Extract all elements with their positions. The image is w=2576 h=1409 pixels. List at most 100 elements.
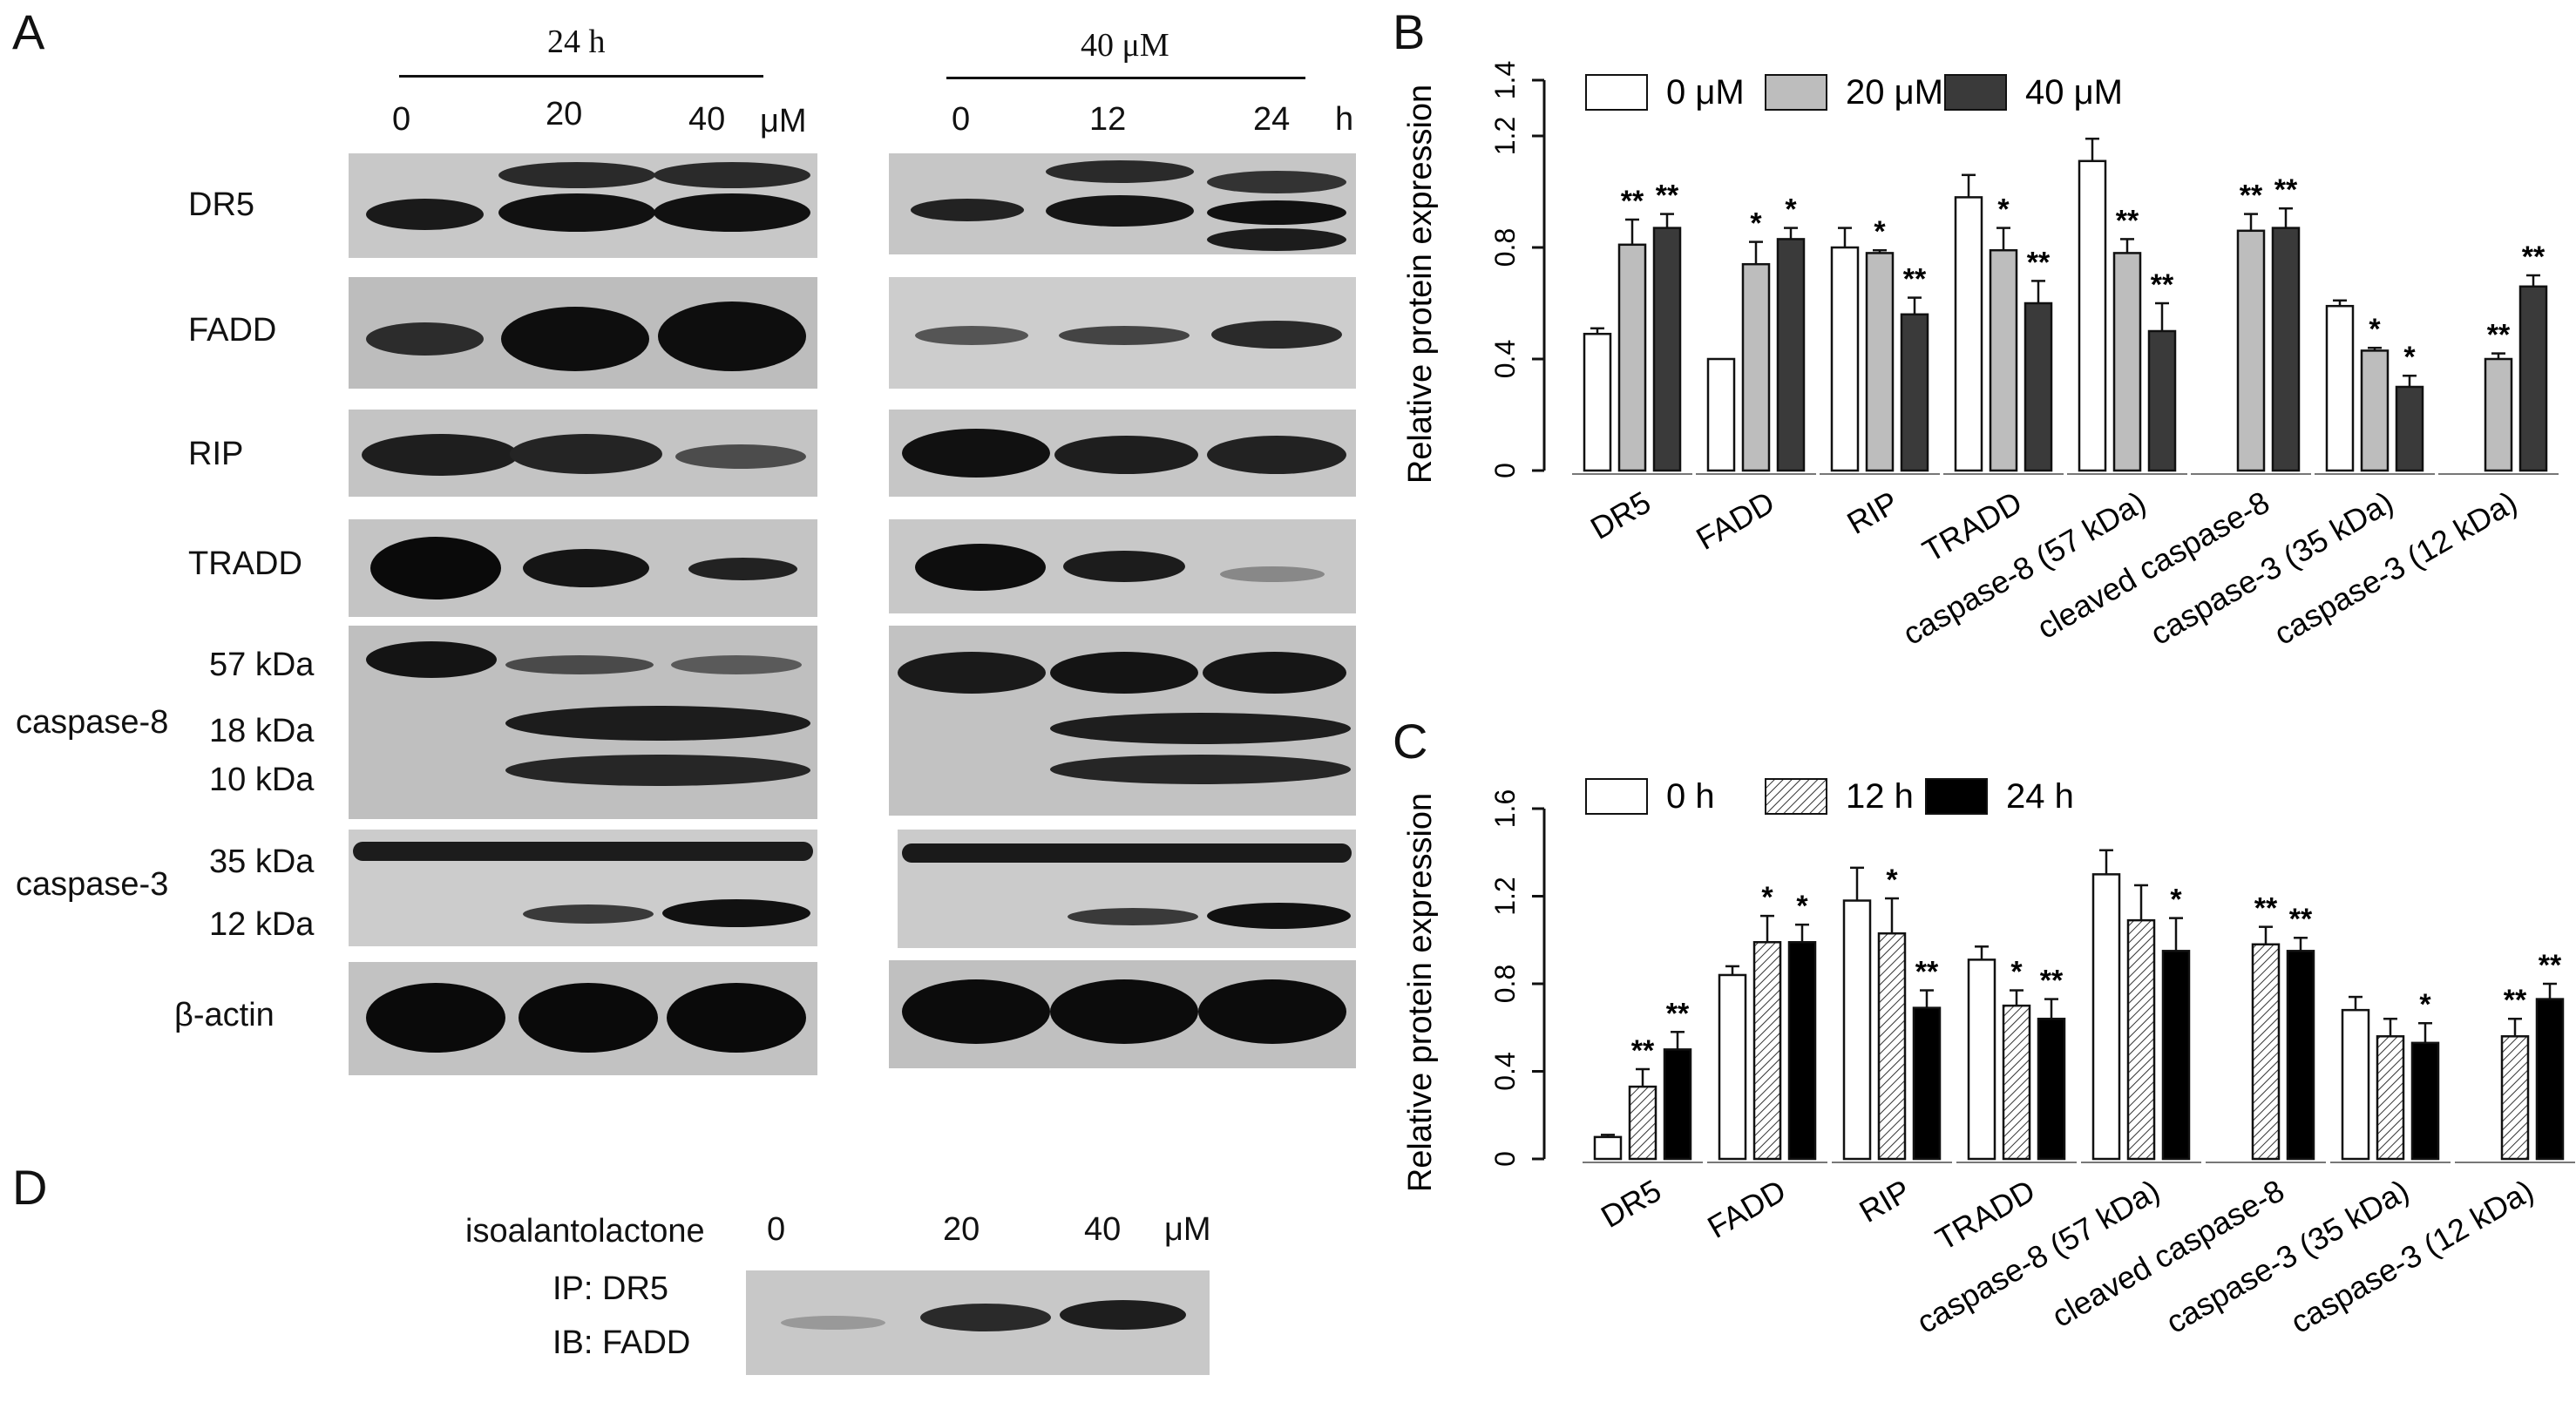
chart-b-bar <box>1583 332 1612 472</box>
blot-caspase8-right <box>889 626 1356 816</box>
chart-b-y-tick-label: 1.4 <box>1489 61 1521 99</box>
chart-c-bar <box>2410 1041 2440 1161</box>
panel-label-a: A <box>12 4 45 59</box>
chart-c-significance-mark: ** <box>2539 949 2562 982</box>
chart-b-legend-label: 40 μM <box>2025 73 2123 112</box>
panel-label-b: B <box>1393 4 1426 59</box>
chart-c-legend-label: 24 h <box>2006 777 2074 816</box>
chart-b-y-tick-label: 0.4 <box>1489 340 1521 378</box>
right-lane-24: 24 <box>1253 101 1291 138</box>
chart-b-significance-mark: * <box>1997 193 2010 227</box>
chart-c-bar <box>2286 950 2315 1161</box>
chart-b-significance-mark: ** <box>2274 173 2298 207</box>
chart-c-significance-mark: ** <box>2504 984 2527 1017</box>
row-label-fadd: FADD <box>188 312 277 349</box>
row-label-dr5: DR5 <box>188 186 255 223</box>
left-blot-header: 24 h <box>547 24 606 60</box>
left-lane-20: 20 <box>546 96 583 132</box>
chart-b-bar <box>1776 238 1806 472</box>
chart-c-bar <box>1842 899 1872 1161</box>
chart-b-bar <box>2395 385 2424 472</box>
panel-d-lane-40: 40 <box>1084 1211 1122 1248</box>
chart-b-bar <box>2271 227 2301 472</box>
panel-d-unit: μM <box>1164 1211 1211 1248</box>
chart-b-significance-mark: ** <box>2522 240 2545 274</box>
chart-b-bar <box>1989 248 2018 472</box>
kda-57: 57 kDa <box>209 647 315 683</box>
blot-fadd-right <box>889 277 1356 389</box>
chart-c-legend-label: 12 h <box>1846 777 1914 816</box>
chart-c-bar <box>1877 931 1907 1161</box>
chart-c-bar <box>2037 1017 2066 1161</box>
chart-b-bar <box>2325 304 2355 472</box>
chart-b-bar <box>1652 227 1682 472</box>
ip-label: IP: DR5 <box>552 1270 669 1307</box>
chart-b-y-tick-label: 0.8 <box>1489 228 1521 267</box>
chart-c-significance-mark: ** <box>2254 892 2278 925</box>
chart-c-bar <box>2002 1004 2031 1161</box>
chart-c-significance-mark: ** <box>1631 1034 1655 1067</box>
chart-b-bar <box>2236 229 2266 472</box>
chart-c-bar <box>2251 943 2281 1161</box>
chart-b-bar <box>1617 243 1647 472</box>
chart-b-bar <box>1706 357 1736 472</box>
chart-b-bar <box>2112 252 2142 472</box>
chart-c-significance-mark: * <box>2010 956 2023 989</box>
blot-rip-left <box>349 410 817 497</box>
chart-b-significance-mark: * <box>1874 215 1886 248</box>
blot-caspase3-right <box>898 830 1356 948</box>
chart-c-bar <box>2535 998 2565 1161</box>
panel-label-c: C <box>1393 714 1428 769</box>
panel-d-lane-0: 0 <box>767 1211 786 1248</box>
row-label-tradd: TRADD <box>188 545 302 582</box>
chart-c: 0 h 12 h 24 h 0 0.4 0.8 1.2 1.6 Relative protei… <box>1402 777 2575 1340</box>
chart-b-bar <box>1865 252 1895 472</box>
chart-c-significance-mark: ** <box>2040 965 2064 998</box>
chart-b-significance-mark: ** <box>2116 204 2139 237</box>
chart-b-bar <box>1954 196 1983 472</box>
blot-caspase3-left <box>349 830 817 946</box>
chart-c-y-tick-label: 0 <box>1489 1151 1521 1167</box>
chart-c-significance-mark: ** <box>2289 903 2313 936</box>
chart-b-significance-mark: ** <box>1656 180 1679 213</box>
right-lane-12: 12 <box>1089 101 1127 138</box>
chart-b-significance-mark: ** <box>2151 268 2174 301</box>
chart-c-y-axis-label: Relative protein expression <box>1402 793 1439 1192</box>
chart-c-bar <box>1663 1048 1692 1161</box>
blot-actin-right <box>889 960 1356 1068</box>
chart-c-legend: 0 h 12 h 24 h <box>1585 777 2074 816</box>
chart-c-bar <box>1593 1135 1623 1161</box>
chart-b-significance-mark: ** <box>2027 246 2051 279</box>
left-unit: μM <box>760 103 807 139</box>
chart-b-category-label: FADD <box>1690 484 1780 557</box>
blot-rip-right <box>889 410 1356 497</box>
kda-10: 10 kDa <box>209 762 315 798</box>
right-header-rule <box>946 77 1305 79</box>
chart-c-bar <box>1967 959 1996 1161</box>
chart-b-bar <box>1741 262 1771 472</box>
panel-label-d: D <box>12 1160 48 1215</box>
blot-actin-left <box>349 962 817 1075</box>
chart-b-bar <box>2024 301 2053 472</box>
chart-b-bar <box>2360 349 2390 472</box>
chart-b-legend-swatch <box>1944 74 2007 111</box>
chart-c-bar <box>2161 950 2191 1161</box>
blot-fadd-left <box>349 277 817 389</box>
chart-c-significance-mark: * <box>2170 884 2182 917</box>
chart-c-significance-mark: ** <box>1915 956 1939 989</box>
chart-c-bar <box>1787 941 1817 1161</box>
chart-b-legend: 0 μM 20 μM 40 μM <box>1585 73 2123 112</box>
blot-caspase8-left <box>349 626 817 819</box>
chart-c-legend-swatch <box>1925 778 1988 815</box>
left-lane-0: 0 <box>392 101 411 138</box>
row-label-rip: RIP <box>188 436 244 472</box>
chart-c-category-label: FADD <box>1701 1172 1792 1245</box>
chart-b-bar <box>2147 329 2177 472</box>
chart-c-y-tick-label: 1.2 <box>1489 877 1521 915</box>
chart-c-legend-swatch <box>1765 778 1827 815</box>
blot-tradd-left <box>349 519 817 617</box>
chart-c-y-tick-label: 1.6 <box>1489 789 1521 828</box>
chart-b-significance-mark: * <box>1750 207 1762 240</box>
right-blot-header: 40 μM <box>1081 27 1169 64</box>
chart-c-bar <box>1628 1085 1657 1161</box>
